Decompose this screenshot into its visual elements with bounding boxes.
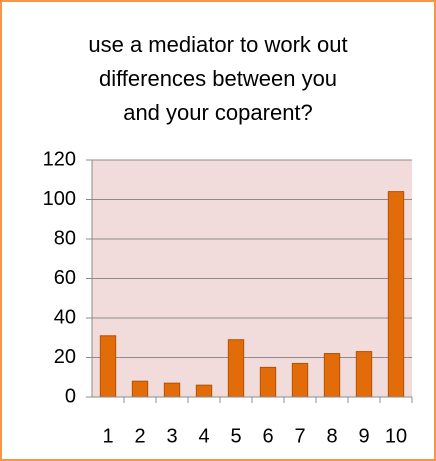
bar xyxy=(259,366,277,398)
x-tick-label: 5 xyxy=(230,425,241,447)
x-tick-label: 3 xyxy=(166,425,177,447)
bar xyxy=(195,384,213,398)
x-tick-label: 8 xyxy=(326,425,337,447)
y-tick-label: 60 xyxy=(54,267,76,289)
y-tick-label: 80 xyxy=(54,227,76,249)
chart-title: use a mediator to work out xyxy=(88,32,347,57)
x-tick-label: 7 xyxy=(294,425,305,447)
bar xyxy=(355,351,373,398)
x-tick-label: 9 xyxy=(358,425,369,447)
x-tick-label: 1 xyxy=(102,425,113,447)
bar xyxy=(291,362,309,398)
y-tick-label: 20 xyxy=(54,346,76,368)
bar xyxy=(227,339,245,398)
bar xyxy=(163,382,181,398)
chart-title: and your coparent? xyxy=(123,100,313,125)
x-tick-label: 2 xyxy=(134,425,145,447)
y-tick-label: 0 xyxy=(65,385,76,407)
chart-title: differences between you xyxy=(99,66,337,91)
x-tick-label: 6 xyxy=(262,425,273,447)
y-tick-label: 40 xyxy=(54,306,76,328)
y-tick-label: 120 xyxy=(43,148,76,170)
bar xyxy=(99,335,117,398)
bar xyxy=(323,353,341,398)
x-tick-label: 4 xyxy=(198,425,209,447)
bar xyxy=(131,380,149,398)
bar xyxy=(387,191,405,398)
x-tick-label: 10 xyxy=(385,425,407,447)
y-tick-label: 100 xyxy=(43,188,76,210)
